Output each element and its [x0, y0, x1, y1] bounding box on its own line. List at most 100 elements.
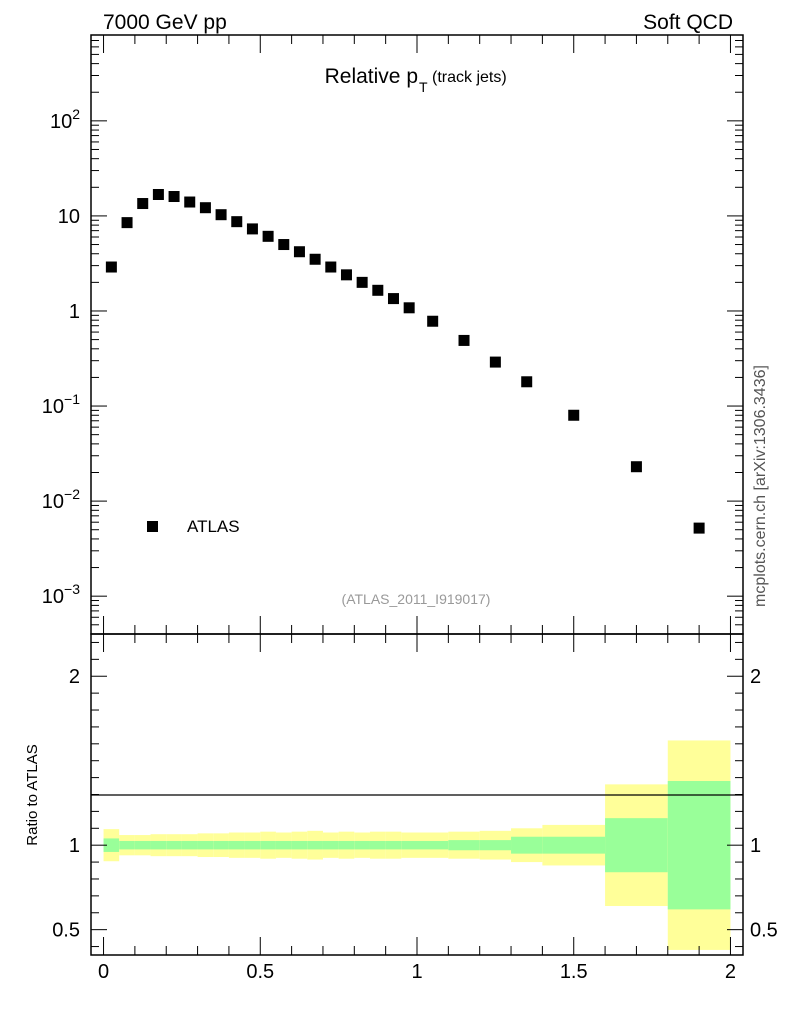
ratio-y-tick-label-left: 0.5 — [52, 920, 80, 942]
stat-uncertainty-band — [181, 840, 198, 850]
data-point — [630, 461, 642, 473]
tick-base: 10 — [58, 206, 80, 228]
stat-uncertainty-band — [385, 840, 402, 850]
tick-exponent: −3 — [64, 581, 80, 597]
stat-uncertainty-band — [134, 840, 151, 850]
ratio-y-tick-label-right: 2 — [750, 666, 761, 688]
stat-uncertainty-band — [338, 840, 355, 850]
data-point — [246, 223, 258, 235]
tick-base: 10 — [42, 491, 64, 513]
main-y-tick-label: 1 — [69, 301, 80, 323]
stat-uncertainty-band — [119, 840, 135, 850]
data-point — [387, 293, 399, 305]
stat-uncertainty-band — [166, 840, 182, 850]
ratio-y-tick-label-right: 0.5 — [750, 920, 778, 942]
main-y-tick-label: 10 — [58, 206, 80, 228]
stat-uncertainty-band — [417, 840, 449, 850]
data-point — [262, 230, 274, 242]
tick-base: 10 — [42, 586, 64, 608]
data-point — [152, 188, 164, 200]
data-point — [372, 284, 384, 296]
data-point — [184, 196, 196, 208]
data-point — [340, 269, 352, 281]
x-tick-label: 0 — [98, 961, 109, 983]
ratio-y-tick-label-left: 2 — [69, 666, 80, 688]
main-frame — [90, 34, 744, 635]
stat-uncertainty-band — [291, 840, 308, 850]
data-point — [356, 276, 368, 288]
stat-uncertainty-band — [542, 836, 606, 854]
stat-uncertainty-band — [448, 840, 480, 851]
stat-uncertainty-band — [511, 836, 543, 854]
stat-uncertainty-band — [228, 840, 245, 850]
ratio-y-tick-label-right: 1 — [750, 835, 761, 857]
data-point — [325, 261, 337, 273]
data-point — [489, 356, 501, 368]
data-points — [105, 188, 705, 534]
stat-uncertainty-band — [307, 840, 323, 850]
analysis-id-label: (ATLAS_2011_I919017) — [342, 591, 491, 607]
stat-uncertainty-band — [103, 838, 120, 852]
data-point — [693, 522, 705, 534]
data-point — [521, 376, 533, 388]
data-point — [278, 239, 290, 251]
main-axis-ticks — [91, 34, 743, 635]
stat-uncertainty-band — [150, 840, 167, 850]
tick-exponent: −1 — [64, 391, 80, 407]
main-y-tick-label: 10−1 — [42, 391, 80, 418]
tick-exponent: 2 — [72, 106, 80, 122]
stat-uncertainty-band — [275, 840, 292, 850]
stat-uncertainty-band — [260, 840, 276, 850]
x-tick-label: 1 — [411, 961, 422, 983]
ratio-y-axis-label: Ratio to ATLAS — [24, 744, 41, 845]
tick-base: 10 — [42, 396, 64, 418]
stat-uncertainty-band — [369, 840, 386, 850]
stat-uncertainty-band — [322, 840, 339, 850]
data-point — [199, 202, 211, 214]
ratio-bands — [103, 740, 731, 950]
x-tick-label: 0.5 — [246, 961, 274, 983]
x-tick-label: 1.5 — [560, 961, 588, 983]
tick-base: 10 — [50, 111, 72, 133]
ratio-y-tick-label-left: 1 — [69, 835, 80, 857]
header-category-label: Soft QCD — [643, 11, 733, 34]
stat-uncertainty-band — [605, 818, 668, 873]
chart-title: Relative p — [325, 65, 418, 88]
legend-label: ATLAS — [187, 517, 240, 536]
data-point — [137, 198, 149, 210]
stat-uncertainty-band — [197, 840, 214, 850]
main-y-tick-label: 10−2 — [42, 486, 80, 513]
x-tick-labels: 0 0.5 1 1.5 2 — [98, 961, 736, 983]
main-y-tick-label: 102 — [50, 106, 80, 133]
ratio-frame — [90, 633, 744, 956]
stat-uncertainty-band — [244, 840, 261, 850]
stat-uncertainty-band — [354, 840, 370, 850]
chart-title-suffix: (track jets) — [432, 69, 507, 86]
stat-uncertainty-band — [213, 840, 229, 850]
data-point — [215, 209, 227, 221]
stat-uncertainty-band — [401, 840, 417, 850]
data-point — [427, 315, 439, 327]
ratio-axis-ticks — [91, 634, 743, 955]
header-energy-label: 7000 GeV pp — [103, 11, 227, 34]
data-point — [458, 334, 470, 346]
ratio-panel: 0.5 0.5 1 1 2 2 0 0.5 1 1.5 2 Ratio to ATLAS — [24, 633, 778, 983]
ratio-y-tick-labels: 0.5 0.5 1 1 2 2 — [52, 666, 778, 941]
side-source-label: mcplots.cern.ch [arXiv:1306.3436] — [752, 365, 769, 607]
tick-base: 1 — [69, 301, 80, 323]
stat-uncertainty-band — [479, 840, 512, 851]
x-tick-label: 2 — [725, 961, 736, 983]
data-point — [105, 261, 117, 273]
main-y-tick-label: 10−3 — [42, 581, 80, 608]
stat-uncertainty-band — [667, 780, 731, 910]
data-point — [231, 216, 243, 228]
legend-marker — [147, 521, 158, 532]
tick-exponent: −2 — [64, 486, 80, 502]
data-point — [403, 302, 415, 314]
data-point — [121, 217, 133, 229]
data-point — [309, 253, 321, 265]
data-point — [168, 191, 180, 203]
